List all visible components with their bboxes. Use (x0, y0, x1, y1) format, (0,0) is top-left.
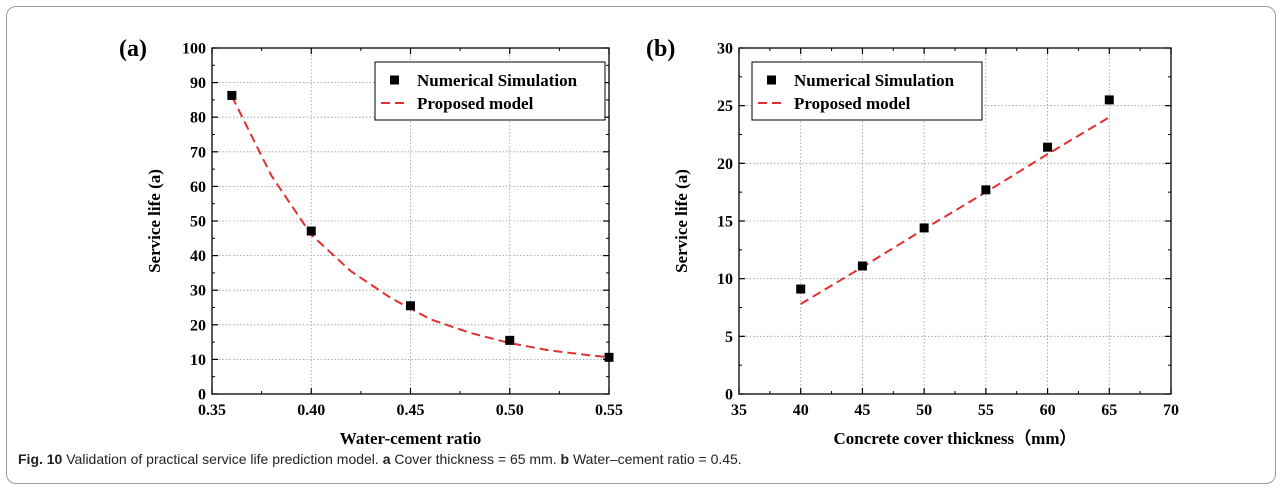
caption-part-b-text: Water–cement ratio = 0.45. (572, 451, 742, 467)
legend-marker-numerical-simulation (767, 75, 776, 85)
y-tick-label: 15 (717, 214, 733, 231)
x-tick-label: 45 (854, 402, 870, 419)
data-point-numerical-simulation (981, 185, 991, 195)
caption-label: Fig. 10 (18, 451, 63, 467)
legend-box (374, 61, 606, 121)
x-tick-label: 0.50 (496, 402, 524, 419)
legend-box (751, 61, 983, 121)
caption-part-a-label: a (382, 451, 391, 467)
x-tick-label: 0.40 (297, 402, 325, 419)
y-tick-label: 100 (182, 41, 206, 58)
data-point-numerical-simulation (796, 284, 806, 294)
y-tick-label: 90 (190, 75, 206, 92)
x-tick-label: 70 (1163, 402, 1179, 419)
y-axis-label: Service life (a) (672, 169, 691, 273)
data-point-numerical-simulation (919, 223, 929, 233)
y-tick-label: 40 (190, 248, 206, 265)
y-tick-label: 30 (190, 283, 206, 300)
figure-caption: Fig. 10 Validation of practical service … (18, 451, 742, 467)
figure-frame (6, 6, 1276, 484)
panel-label: (a) (119, 36, 147, 62)
y-tick-label: 70 (190, 144, 206, 161)
legend-label: Proposed model (417, 94, 534, 113)
data-point-numerical-simulation (1043, 142, 1053, 152)
x-tick-label: 65 (1101, 402, 1117, 419)
y-tick-label: 20 (190, 317, 206, 334)
y-tick-label: 60 (190, 179, 206, 196)
caption-part-b-label: b (560, 451, 570, 467)
y-tick-label: 80 (190, 110, 206, 127)
data-point-numerical-simulation (227, 90, 237, 100)
data-point-numerical-simulation (1104, 95, 1114, 105)
y-tick-label: 30 (717, 41, 733, 58)
data-point-numerical-simulation (306, 226, 316, 236)
panel-label: (b) (646, 36, 675, 62)
x-tick-label: 50 (916, 402, 932, 419)
chart-a: 0.35 0.40 0.45 0.50 0.55 0 10 20 30 40 50 60 70 80 90 1… (119, 36, 623, 448)
legend-label: Numerical Simulation (794, 71, 955, 90)
x-axis-label: Water-cement ratio (340, 429, 481, 448)
y-tick-label: 25 (717, 98, 733, 115)
data-point-numerical-simulation (604, 352, 614, 362)
x-axis-label: Concrete cover thickness（mm） (834, 428, 1077, 448)
x-tick-label: 35 (731, 402, 747, 419)
y-tick-label: 50 (190, 214, 206, 231)
caption-part-a-text: Cover thickness = 65 mm. (394, 451, 557, 467)
x-tick-label: 40 (793, 402, 809, 419)
fit-line-proposed-model (231, 95, 610, 359)
x-tick-label: 0.35 (198, 402, 226, 419)
data-point-numerical-simulation (505, 335, 515, 345)
y-tick-label: 10 (190, 352, 206, 369)
data-point-numerical-simulation (857, 261, 867, 271)
y-tick-label: 0 (198, 387, 206, 404)
y-tick-label: 5 (725, 329, 733, 346)
y-tick-label: 10 (717, 271, 733, 288)
x-tick-label: 0.55 (595, 402, 623, 419)
x-tick-label: 0.45 (397, 402, 425, 419)
legend-label: Numerical Simulation (417, 71, 578, 90)
y-tick-label: 0 (725, 387, 733, 404)
caption-text: Validation of practical service life pre… (66, 451, 379, 467)
chart-b: 35 40 45 50 55 60 65 70 0 5 10 15 20 25 30 Concrete cov… (646, 36, 1179, 448)
fit-line-proposed-model (800, 116, 1110, 305)
legend-marker-numerical-simulation (390, 75, 399, 85)
x-tick-label: 55 (978, 402, 994, 419)
data-point-numerical-simulation (406, 301, 415, 311)
y-tick-label: 20 (717, 156, 733, 173)
x-tick-label: 60 (1040, 402, 1056, 419)
y-axis-label: Service life (a) (145, 169, 164, 273)
legend-label: Proposed model (794, 94, 911, 113)
